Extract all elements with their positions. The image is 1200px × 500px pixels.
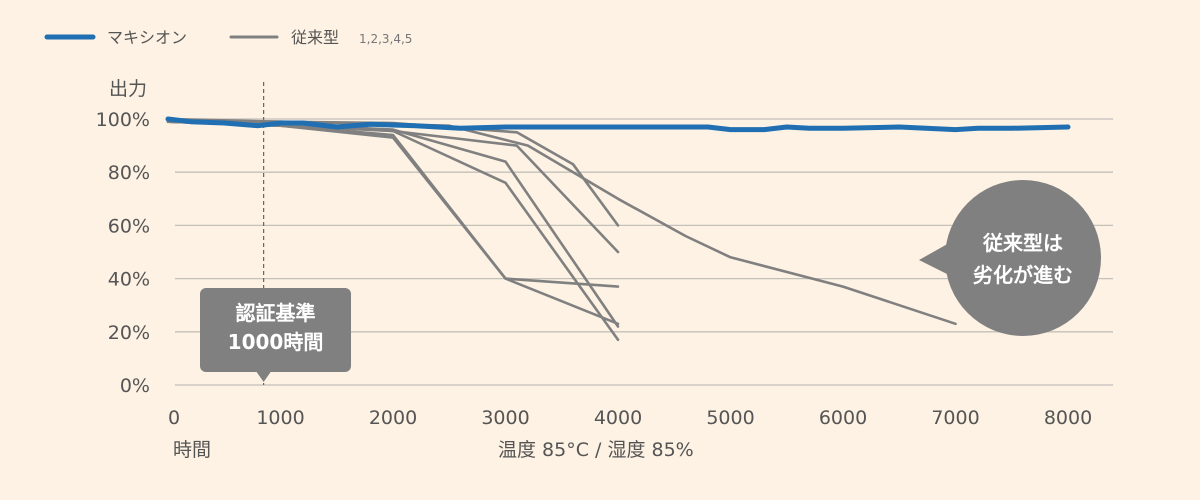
callout-box bbox=[200, 288, 351, 372]
series-line-maxeon bbox=[165, 116, 1071, 133]
legend-label: マキシオン bbox=[107, 28, 187, 47]
y-tick-label: 0% bbox=[120, 375, 150, 397]
axis-labels-layer: 出力 時間 温度 85°C / 湿度 85% 0% 20% 40% 60% 80% 100… bbox=[96, 78, 1093, 461]
legend: マキシオン 従来型 1,2,3,4,5 bbox=[44, 28, 412, 47]
y-tick-label: 40% bbox=[108, 269, 150, 291]
series-line-conventional bbox=[166, 120, 620, 254]
x-tick-label: 0 bbox=[168, 407, 180, 429]
callout-pointer bbox=[256, 372, 271, 382]
y-axis-title: 出力 bbox=[109, 78, 147, 100]
x-tick-label: 2000 bbox=[369, 407, 417, 429]
legend-superscript: 1,2,3,4,5 bbox=[359, 32, 412, 46]
callout-text: 認証基準 bbox=[236, 301, 316, 325]
x-tick-label: 5000 bbox=[706, 407, 754, 429]
x-axis-title: 時間 bbox=[173, 439, 211, 461]
y-tick-label: 80% bbox=[108, 162, 150, 184]
y-tick-label: 60% bbox=[108, 215, 150, 237]
x-tick-label: 7000 bbox=[931, 407, 979, 429]
x-tick-label: 8000 bbox=[1044, 407, 1092, 429]
bubble-text: 従来型は bbox=[982, 231, 1063, 255]
certification-callout: 認証基準 1000時間 bbox=[200, 288, 351, 382]
bubble-pointer bbox=[919, 242, 951, 276]
bubble-text: 劣化が進む bbox=[973, 263, 1073, 287]
chart-subtitle: 温度 85°C / 湿度 85% bbox=[498, 439, 694, 461]
x-tick-label: 6000 bbox=[819, 407, 867, 429]
x-tick-label: 4000 bbox=[594, 407, 642, 429]
x-tick-label: 1000 bbox=[256, 407, 304, 429]
y-tick-label: 100% bbox=[96, 109, 150, 131]
x-tick-label: 3000 bbox=[481, 407, 529, 429]
series-layer bbox=[165, 116, 1071, 342]
bubble-circle bbox=[945, 180, 1101, 336]
y-tick-label: 20% bbox=[108, 322, 150, 344]
series-line-conventional bbox=[166, 119, 957, 326]
series-line-conventional bbox=[166, 120, 620, 288]
legend-label: 従来型 bbox=[291, 28, 339, 47]
callout-text: 1000時間 bbox=[228, 330, 324, 354]
